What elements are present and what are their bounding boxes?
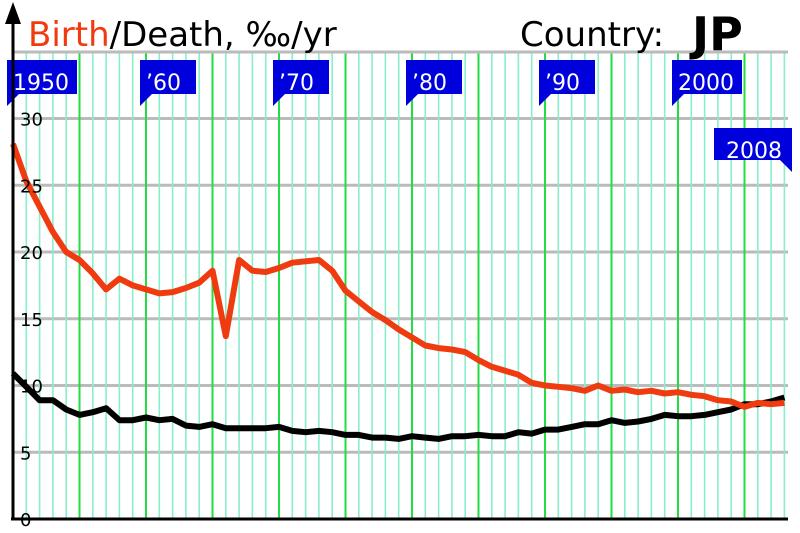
flag-shape: [140, 60, 196, 106]
y-tick-label: 20: [20, 243, 43, 264]
flag-shape: [672, 60, 742, 106]
axes: [5, 2, 788, 521]
decade-flag: ’70: [273, 60, 329, 106]
flag-shape: [714, 128, 792, 172]
flag-shape: [539, 60, 595, 106]
flag-label: ’90: [545, 71, 580, 96]
end-flag: 2008: [714, 128, 792, 172]
y-axis-arrow-icon: [5, 2, 21, 24]
country-label: Country:: [520, 15, 664, 55]
series-line-birth: [10, 142, 785, 410]
y-tick-label: 30: [20, 110, 43, 131]
series-line-death: [10, 371, 786, 442]
flag-label: 1950: [13, 71, 69, 96]
chart-title: Birth/Death, ‰/yr: [28, 15, 337, 55]
flag-shape: [273, 60, 329, 106]
decade-flag: ’80: [406, 60, 462, 106]
y-tick-label: 15: [20, 310, 43, 331]
decade-flag: 2000: [672, 60, 742, 106]
title-rest: /Death, ‰/yr: [110, 15, 337, 55]
flag-shape: [7, 60, 77, 106]
y-tick-label: 5: [20, 443, 31, 464]
country-code: JP: [689, 7, 743, 61]
flag-label: ’80: [412, 71, 447, 96]
y-tick-label: 25: [20, 176, 43, 197]
decade-flag: ’60: [140, 60, 196, 106]
series-lines: [10, 142, 786, 442]
title-birth-word: Birth: [28, 15, 110, 55]
y-tick-label: 0: [20, 510, 31, 531]
flag-label: ’60: [146, 71, 181, 96]
decade-flag: 1950: [7, 60, 77, 106]
decade-flag: ’90: [539, 60, 595, 106]
decade-flags: 1950 ’60 ’70 ’80 ’90 2000 2008: [7, 60, 792, 172]
flag-label: ’70: [279, 71, 314, 96]
y-tick-label: 10: [20, 377, 43, 398]
flag-shape: [406, 60, 462, 106]
flag-label: 2008: [726, 139, 782, 164]
flag-label: 2000: [678, 71, 734, 96]
y-tick-labels: 0 5 10 15 20 25 30: [20, 110, 43, 532]
